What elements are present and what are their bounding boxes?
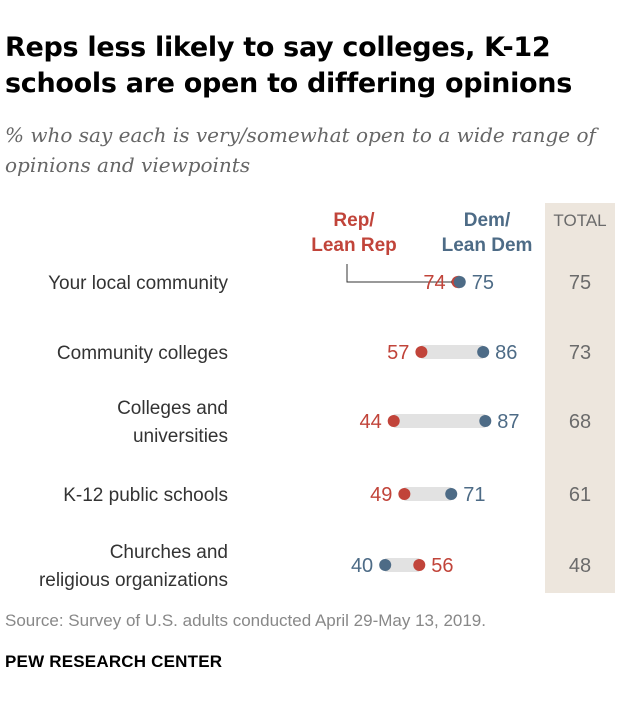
dem-dot <box>479 415 492 427</box>
rep-dot <box>415 346 428 358</box>
gap-connector <box>385 558 420 572</box>
gap-connector <box>393 414 486 428</box>
category-label: religious organizations <box>39 570 228 591</box>
dem-value-label: 71 <box>463 484 485 506</box>
legend-label-dem: Lean Dem <box>442 235 533 256</box>
legend-label-rep: Lean Rep <box>311 235 397 256</box>
total-value-label: 61 <box>569 484 591 506</box>
legend-label-dem: Dem/ <box>464 210 511 231</box>
rep-value-label: 74 <box>423 272 445 294</box>
rep-value-label: 56 <box>431 555 453 577</box>
rep-dot <box>387 415 400 427</box>
total-value-label: 75 <box>569 272 591 294</box>
total-value-label: 73 <box>569 342 591 364</box>
rep-value-label: 49 <box>370 484 392 506</box>
chart-title: Reps less likely to say colleges, K-12 s… <box>5 32 572 99</box>
dem-dot <box>379 559 392 571</box>
dem-dot <box>477 346 490 358</box>
legend-label-rep: Rep/ <box>333 210 375 231</box>
category-label: Community colleges <box>57 343 228 364</box>
total-value-label: 68 <box>569 411 591 433</box>
dem-dot <box>445 488 458 500</box>
dem-value-label: 86 <box>495 342 517 364</box>
category-label: Colleges and <box>117 398 228 419</box>
dem-value-label: 75 <box>472 272 494 294</box>
dem-value-label: 40 <box>351 555 373 577</box>
total-column-band <box>545 203 615 593</box>
total-column-header: TOTAL <box>553 211 606 230</box>
rep-dot <box>413 559 426 571</box>
dem-value-label: 87 <box>497 411 519 433</box>
rep-dot <box>398 488 411 500</box>
category-label: K-12 public schools <box>63 485 228 506</box>
gap-connector <box>404 487 452 501</box>
total-value-label: 48 <box>569 555 591 577</box>
dem-dot <box>453 276 466 288</box>
category-label: universities <box>133 426 228 447</box>
rep-value-label: 57 <box>387 342 409 364</box>
category-label: Your local community <box>48 273 228 294</box>
rep-value-label: 44 <box>359 411 381 433</box>
legend-pointer-line <box>346 264 452 283</box>
source-note: Source: Survey of U.S. adults conducted … <box>5 611 486 630</box>
chart-subtitle: % who say each is very/somewhat open to … <box>5 123 596 177</box>
brand-logo-text: PEW RESEARCH CENTER <box>5 652 223 671</box>
category-label: Churches and <box>110 542 228 563</box>
gap-connector <box>421 345 484 359</box>
